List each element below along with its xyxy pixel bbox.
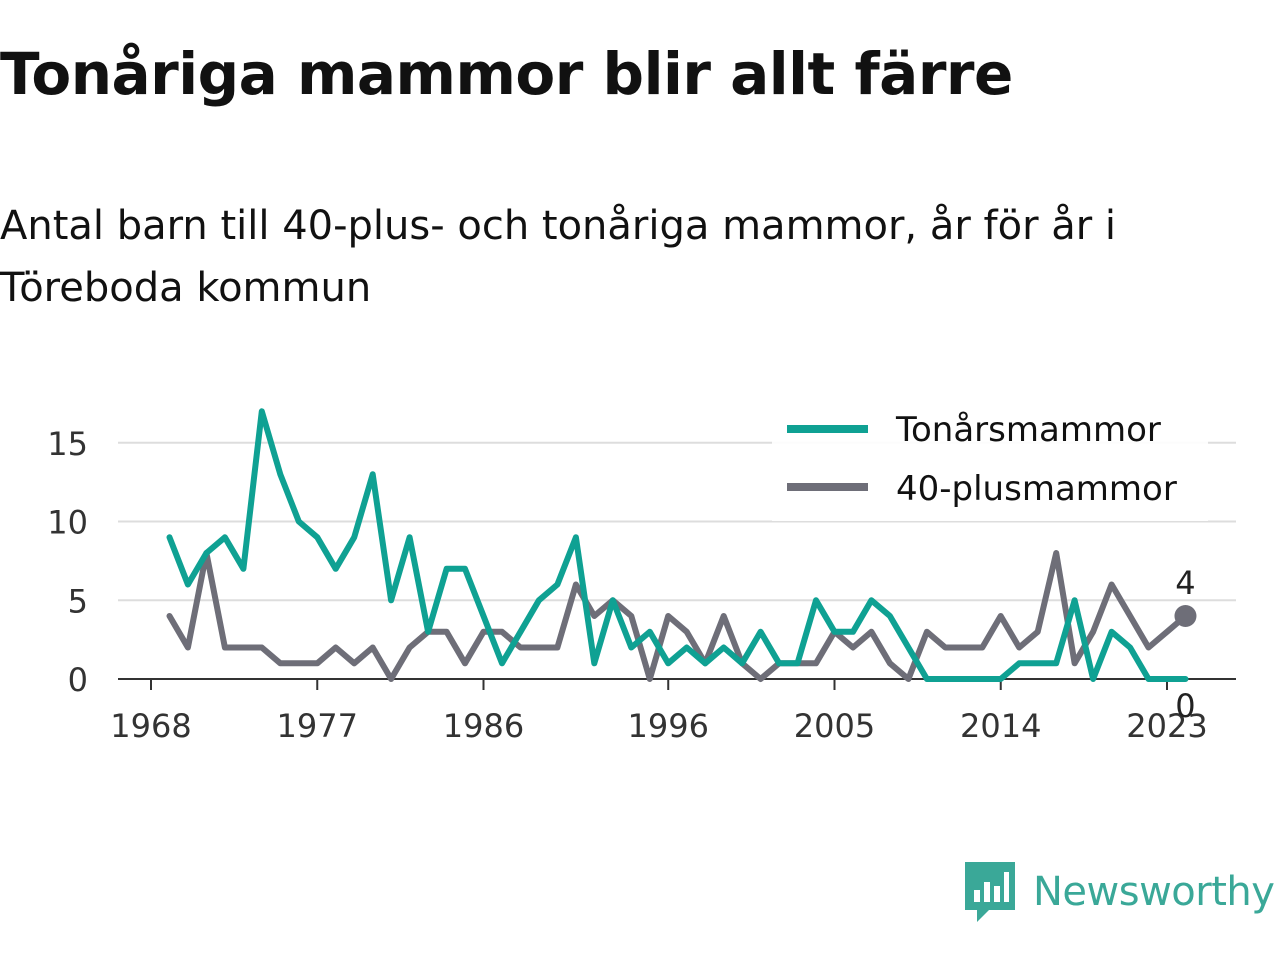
series-layer: 04 [166, 408, 1197, 725]
chart-speech-bubble-icon [965, 862, 1015, 922]
chart-subtitle: Antal barn till 40-plus- och tonåriga ma… [0, 203, 1117, 311]
x-tick-label-1996: 1996 [628, 707, 709, 745]
legend-label-40-plusmammor: 40-plusmammor [896, 469, 1177, 509]
x-tick-label-1977: 1977 [277, 707, 358, 745]
end-label-40-plusmammor: 4 [1175, 564, 1195, 602]
x-tick-label-2014: 2014 [960, 707, 1041, 745]
brand-logo: Newsworthy [965, 862, 1275, 922]
y-tick-label-5: 5 [68, 582, 88, 620]
y-tick-label-10: 10 [47, 504, 88, 542]
legend: Tonårsmammor 40-plusmammor [772, 403, 1208, 521]
x-axis: 1968 1977 1986 1996 2005 2014 2023 [110, 678, 1236, 745]
end-point-40-plusmammor [1174, 605, 1197, 627]
end-label-tonarsmammor: 0 [1175, 687, 1195, 725]
legend-background [772, 403, 1208, 521]
legend-label-tonarsmammor: Tonårsmammor [895, 410, 1161, 450]
x-tick-label-2023: 2023 [1126, 707, 1207, 745]
y-tick-label-15: 15 [47, 425, 88, 463]
y-axis-ticks: 0 5 10 15 [47, 425, 88, 699]
chart-title: Tonåriga mammor blir allt färre [0, 40, 1013, 108]
x-tick-label-2005: 2005 [794, 707, 875, 745]
x-tick-label-1968: 1968 [110, 707, 191, 745]
series-line-tonarsmammor [166, 408, 1189, 682]
series-line-40-plusmammor [166, 550, 1189, 682]
x-tick-label-1986: 1986 [443, 707, 524, 745]
brand-name: Newsworthy [1033, 869, 1275, 915]
y-tick-label-0: 0 [68, 661, 88, 699]
